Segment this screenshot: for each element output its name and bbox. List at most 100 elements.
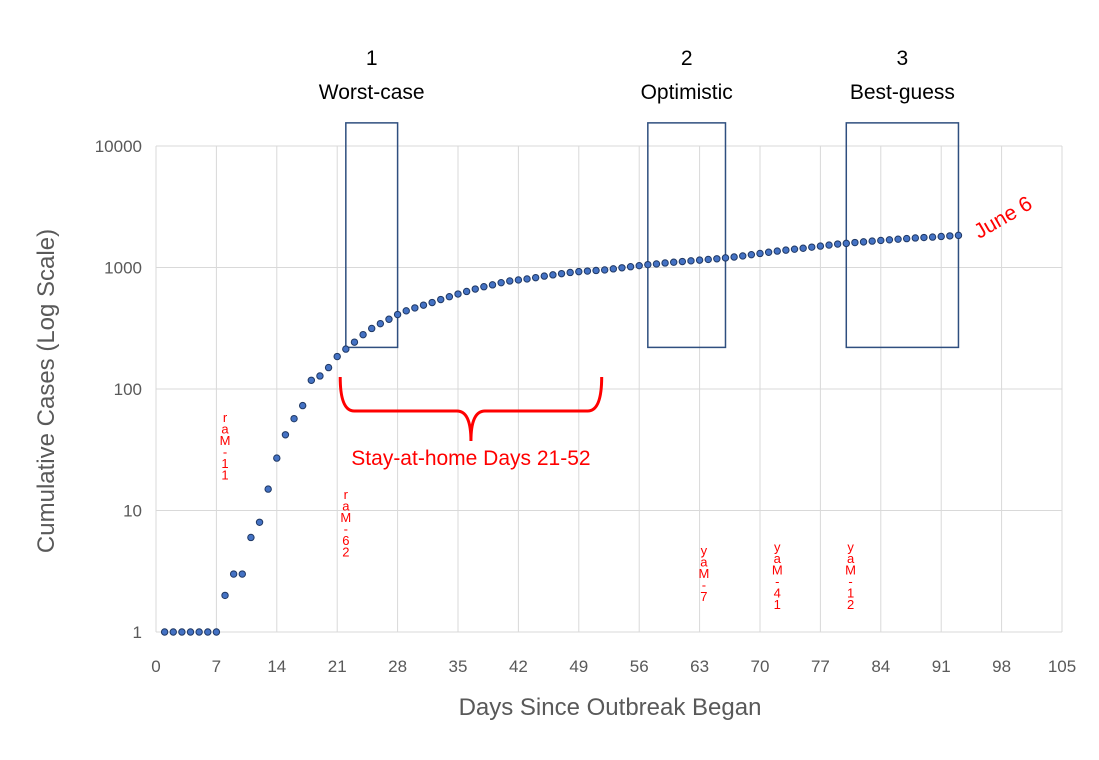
date-annotation-char: M <box>698 566 709 581</box>
data-point <box>316 372 324 380</box>
data-point <box>920 233 928 242</box>
x-tick-label: 0 <box>151 657 160 676</box>
data-point <box>229 570 238 578</box>
data-point <box>264 485 272 493</box>
end-date-label: June 6 <box>970 192 1036 243</box>
y-tick-label: 10 <box>123 502 142 521</box>
date-annotation-char: r <box>344 487 349 502</box>
x-tick-label: 21 <box>328 657 347 676</box>
data-point <box>566 268 574 277</box>
data-point <box>790 245 799 253</box>
data-point <box>480 282 488 291</box>
x-tick-label: 70 <box>751 657 770 676</box>
data-point <box>937 232 945 241</box>
data-point <box>549 271 557 279</box>
data-point <box>333 352 341 361</box>
data-point <box>523 275 531 283</box>
data-point <box>462 287 471 296</box>
date-annotation-char: - <box>702 577 706 592</box>
data-point <box>307 376 316 384</box>
scenario-box <box>345 122 399 349</box>
date-annotation: y a M -1 2 <box>845 539 856 612</box>
data-point <box>911 234 920 242</box>
data-point <box>842 239 850 248</box>
date-annotation-char: a <box>700 554 708 569</box>
date-annotation-char: 2 <box>847 597 854 612</box>
data-point <box>437 295 445 304</box>
data-point <box>350 338 359 346</box>
data-point <box>644 260 652 269</box>
date-annotation-char: a <box>774 551 782 566</box>
data-point <box>454 290 462 298</box>
data-point <box>825 241 833 249</box>
date-annotation-char: 4 <box>774 585 781 600</box>
data-point <box>678 257 687 266</box>
data-point <box>704 255 712 264</box>
date-annotation-char: y <box>701 543 708 558</box>
data-point <box>877 236 885 245</box>
data-point <box>221 591 229 600</box>
data-point <box>894 235 902 243</box>
gridlines <box>155 145 1063 633</box>
data-point <box>169 628 177 636</box>
y-tick-label: 1 <box>133 623 142 642</box>
date-annotation-char: 6 <box>342 533 349 548</box>
data-point <box>186 628 195 636</box>
date-annotation: y a M -4 1 <box>772 539 783 612</box>
data-point <box>428 298 436 307</box>
data-point <box>851 238 859 247</box>
date-annotation-char: M <box>340 510 351 525</box>
data-point <box>506 277 514 285</box>
data-point <box>298 401 307 410</box>
data-point <box>411 304 419 312</box>
date-annotation-char: 1 <box>221 467 228 482</box>
data-point <box>445 293 454 301</box>
data-point <box>592 266 600 275</box>
data-point <box>756 249 764 258</box>
data-point <box>497 278 505 287</box>
data-point <box>273 454 281 462</box>
x-tick-label: 56 <box>630 657 649 676</box>
data-point <box>661 259 669 267</box>
data-point <box>178 628 186 636</box>
data-point <box>695 256 704 264</box>
data-point <box>808 243 816 251</box>
date-annotation-char: 1 <box>774 597 781 612</box>
scenario-label: Worst-case <box>319 81 425 104</box>
scenario-label: Best-guess <box>850 81 955 104</box>
data-point <box>713 255 721 263</box>
data-point <box>946 232 954 240</box>
stay-at-home-label: Stay-at-home Days 21-52 <box>351 447 590 470</box>
data-point <box>376 319 385 328</box>
data-point <box>954 231 963 240</box>
x-tick-label: 42 <box>509 657 528 676</box>
data-point <box>290 414 298 423</box>
data-point <box>600 266 609 274</box>
x-axis-title: Days Since Outbreak Began <box>459 694 762 721</box>
data-point <box>902 234 911 243</box>
x-tick-label: 49 <box>569 657 588 676</box>
data-point <box>670 258 678 266</box>
scenario-label: Optimistic <box>641 81 733 104</box>
x-tick-labels: 0 7 14 21 28 35 42 49 56 63 70 77 84 91 98 105 <box>151 657 1076 676</box>
data-point <box>782 246 790 254</box>
data-point <box>195 628 203 636</box>
date-annotation-char: - <box>344 521 348 536</box>
data-point <box>255 518 264 526</box>
data-point <box>324 363 333 372</box>
data-point <box>583 267 592 275</box>
date-annotation-char: - <box>848 574 852 589</box>
data-points <box>160 231 963 636</box>
data-point <box>385 315 393 323</box>
data-point <box>730 253 738 261</box>
date-annotation-char: 1 <box>221 456 228 471</box>
date-annotation-char: - <box>223 444 227 459</box>
date-annotation-char: M <box>772 562 783 577</box>
x-tick-label: 63 <box>690 657 709 676</box>
data-point <box>419 301 428 309</box>
data-point <box>531 273 540 282</box>
data-point <box>540 272 548 280</box>
y-axis-title: Cumulative Cases (Log Scale) <box>33 229 60 553</box>
x-tick-label: 7 <box>212 657 221 676</box>
